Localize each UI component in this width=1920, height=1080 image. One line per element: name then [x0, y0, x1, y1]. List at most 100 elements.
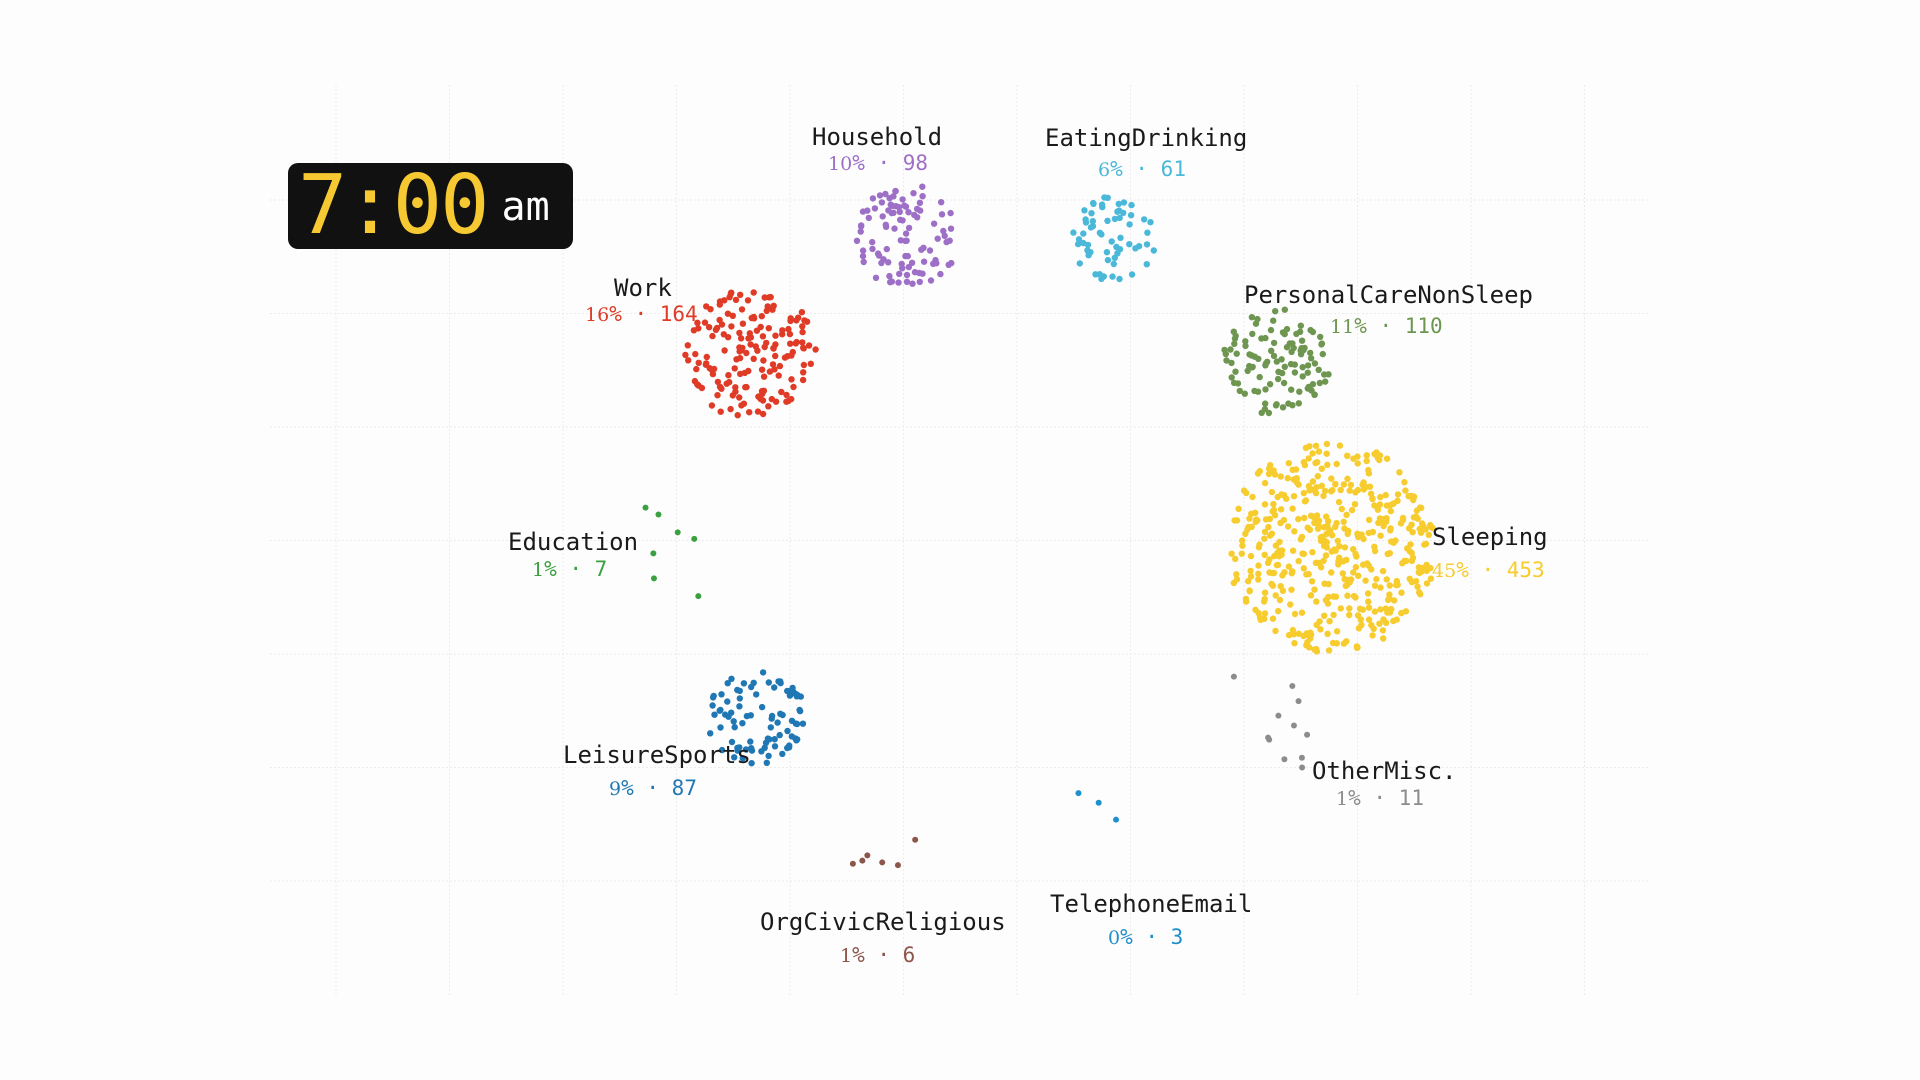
cluster-eatingdrinking [1070, 194, 1158, 283]
person-dot [1114, 208, 1121, 215]
person-dot [1103, 249, 1111, 256]
person-dot [1117, 234, 1124, 241]
person-dot [1314, 525, 1322, 532]
person-dot [1350, 569, 1357, 576]
person-dot [758, 366, 766, 373]
person-dot [768, 712, 776, 720]
person-dot [1359, 481, 1366, 489]
person-dot [1247, 552, 1255, 560]
person-dot [1375, 519, 1382, 527]
person-dot [1336, 543, 1343, 550]
person-dot [1337, 486, 1344, 494]
person-dot [1295, 630, 1302, 637]
person-dot [1128, 271, 1136, 278]
person-dot [1080, 239, 1087, 247]
cluster-othermisc- [1230, 673, 1311, 771]
person-dot [1309, 381, 1317, 388]
person-dot [1252, 606, 1259, 614]
category-label: LeisureSports [563, 741, 751, 769]
category-count: 98 [903, 151, 928, 175]
person-dot [1267, 462, 1274, 469]
person-dot [930, 220, 938, 227]
person-dot [1281, 330, 1288, 338]
person-dot [905, 224, 913, 232]
person-dot [940, 227, 947, 235]
person-dot [1315, 448, 1323, 455]
person-dot [1412, 578, 1420, 585]
clock-time: 7:00 [298, 158, 489, 253]
person-dot [1090, 199, 1097, 207]
person-dot [1268, 488, 1276, 496]
person-dot [1365, 604, 1373, 611]
person-dot [1244, 526, 1251, 533]
category-percent: 10 [828, 153, 852, 175]
person-dot [1288, 386, 1295, 393]
person-dot [684, 342, 691, 349]
person-dot [726, 378, 733, 386]
person-dot [1288, 586, 1295, 593]
person-dot [1291, 369, 1299, 376]
category-label: Sleeping [1432, 523, 1548, 551]
person-dot [1298, 609, 1306, 616]
person-dot [1368, 621, 1375, 629]
person-dot [1298, 337, 1306, 344]
person-dot [1321, 580, 1328, 587]
person-dot [721, 297, 728, 304]
percent-symbol: % · [1110, 157, 1161, 181]
person-dot [1297, 536, 1305, 543]
category-stat: 10% · 98 [828, 151, 928, 175]
person-dot [1402, 608, 1410, 615]
person-dot [947, 225, 955, 232]
person-dot [754, 347, 761, 354]
percent-symbol: % · [621, 776, 672, 800]
person-dot [1376, 620, 1383, 627]
person-dot [1143, 241, 1151, 248]
person-dot [1255, 562, 1262, 569]
person-dot [919, 193, 926, 200]
percent-symbol: % · [1120, 925, 1171, 949]
person-dot [793, 693, 800, 700]
category-count: 164 [660, 302, 698, 326]
person-dot [650, 575, 657, 582]
person-dot [905, 209, 912, 216]
person-dot [1285, 460, 1293, 467]
person-dot [1312, 459, 1319, 467]
person-dot [1275, 553, 1283, 560]
person-dot [1341, 576, 1348, 583]
person-dot [1360, 535, 1367, 543]
person-dot [784, 353, 791, 360]
person-dot [1098, 201, 1106, 208]
person-dot [769, 361, 777, 368]
person-dot [783, 391, 790, 399]
person-dot [1115, 200, 1122, 208]
person-dot [786, 692, 794, 699]
person-dot [1267, 326, 1275, 334]
person-dot [1321, 612, 1328, 619]
person-dot [1126, 221, 1133, 228]
cluster-telephoneemail [1075, 790, 1120, 823]
person-dot [1255, 570, 1262, 577]
person-dot [763, 759, 770, 766]
person-dot [919, 270, 926, 277]
person-dot [1304, 731, 1311, 738]
person-dot [1329, 639, 1337, 647]
cluster-orgcivicreligious [849, 836, 919, 869]
person-dot [912, 836, 919, 843]
person-dot [1337, 605, 1345, 612]
person-dot [1335, 561, 1342, 568]
person-dot [737, 370, 744, 378]
person-dot [891, 225, 898, 232]
person-dot [1275, 712, 1282, 719]
person-dot [1255, 355, 1262, 362]
person-dot [1228, 374, 1235, 381]
person-dot [1322, 378, 1329, 385]
person-dot [902, 230, 910, 237]
person-dot [1351, 501, 1359, 508]
person-dot [890, 193, 897, 200]
person-dot [1369, 528, 1377, 536]
person-dot [725, 372, 732, 379]
person-dot [1401, 557, 1408, 565]
person-dot [1144, 229, 1151, 236]
person-dot [1307, 326, 1314, 334]
person-dot [1348, 506, 1356, 514]
